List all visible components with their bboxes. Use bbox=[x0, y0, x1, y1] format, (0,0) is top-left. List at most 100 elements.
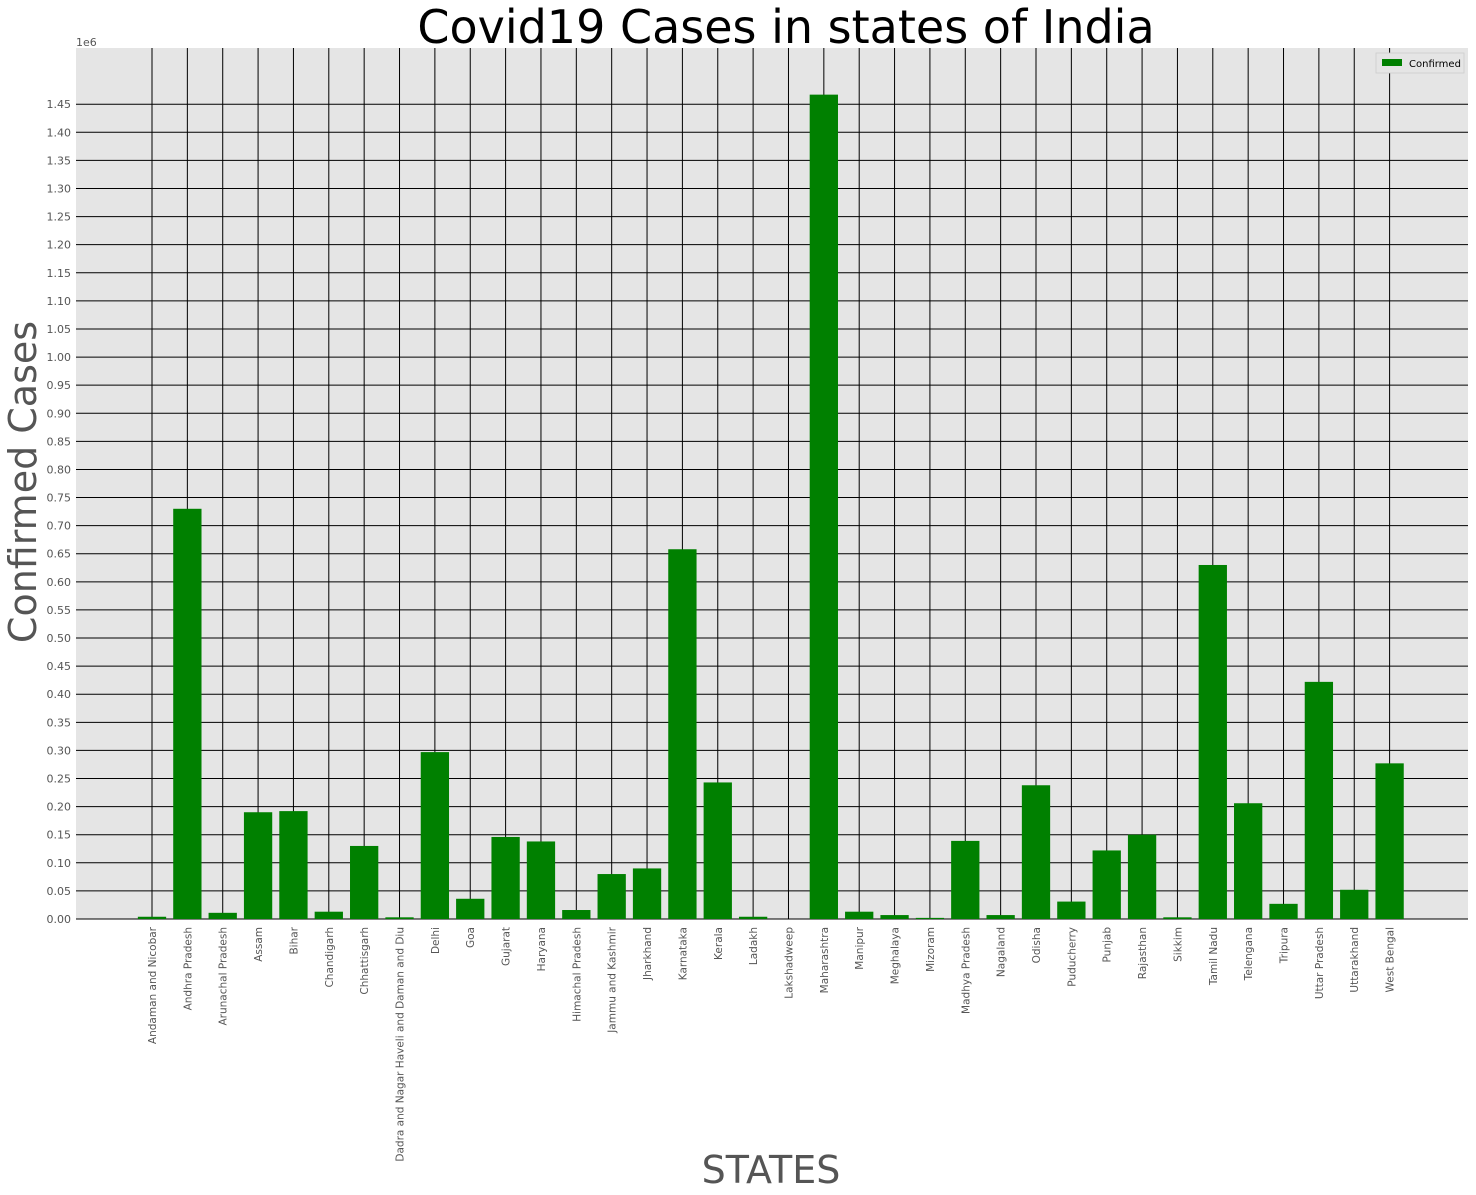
x-tick-label: Madhya Pradesh bbox=[960, 927, 972, 1014]
bar-maharashtra bbox=[809, 94, 838, 920]
y-tick-label: 0.80 bbox=[47, 463, 72, 476]
x-tick-label: Telengana bbox=[1243, 927, 1255, 981]
y-tick-label: 1.05 bbox=[47, 323, 72, 336]
x-tick-label: Manipur bbox=[854, 926, 866, 969]
y-tick-label: 1.15 bbox=[47, 267, 72, 280]
x-tick-label: Andhra Pradesh bbox=[182, 927, 194, 1010]
y-tick-label: 0.65 bbox=[47, 548, 72, 561]
x-tick-label: Andaman and Nicobar bbox=[147, 926, 159, 1044]
bar-tripura bbox=[1269, 903, 1298, 919]
y-tick-label: 1.10 bbox=[47, 295, 72, 308]
bar-bihar bbox=[279, 811, 308, 919]
bar-karnataka bbox=[668, 549, 697, 919]
bar-punjab bbox=[1092, 850, 1121, 919]
x-tick-label: Delhi bbox=[430, 927, 442, 954]
bar-uttar-pradesh bbox=[1304, 681, 1334, 919]
bar-andaman-and-nicobar bbox=[137, 916, 167, 919]
bar-haryana bbox=[526, 841, 556, 919]
y-gridlines bbox=[76, 103, 1468, 920]
x-tick-label: Puducherry bbox=[1066, 927, 1078, 987]
bar-gujarat bbox=[491, 836, 520, 919]
y-tick-label: 0.95 bbox=[47, 379, 72, 392]
y-tick-label: 0.25 bbox=[47, 773, 72, 786]
x-axis-label: STATES bbox=[702, 1148, 841, 1192]
y-tick-label: 0.35 bbox=[47, 716, 72, 729]
chart-title: Covid19 Cases in states of India bbox=[417, 0, 1154, 54]
x-tick-label: Tripura bbox=[1279, 927, 1291, 964]
y-tick-label: 1.30 bbox=[47, 182, 72, 195]
y-offset-text: 1e6 bbox=[76, 36, 97, 49]
x-tick-label: Haryana bbox=[536, 927, 548, 971]
y-tick-label: 0.75 bbox=[47, 492, 72, 505]
y-tick-label: 0.50 bbox=[47, 632, 72, 645]
bar-sikkim bbox=[1163, 917, 1192, 919]
y-axis-label: Confirmed Cases bbox=[1, 321, 45, 643]
y-tick-label: 1.00 bbox=[47, 351, 72, 364]
bar-telengana bbox=[1234, 803, 1263, 919]
bar-uttarakhand bbox=[1340, 889, 1369, 919]
y-tick-label: 1.25 bbox=[47, 211, 72, 224]
bar-nagaland bbox=[986, 915, 1015, 919]
y-tick-label: 0.30 bbox=[47, 744, 72, 757]
y-tick-labels: 0.00 0.05 0.10 0.15 0.20 0.25 0.30 0.35 0.40 0.45… bbox=[47, 98, 72, 926]
bar-west-bengal bbox=[1375, 763, 1404, 919]
x-tick-label: Nagaland bbox=[996, 927, 1008, 977]
legend-box bbox=[1375, 52, 1465, 74]
bar-ladakh bbox=[738, 916, 768, 919]
y-tick-label: 0.70 bbox=[47, 520, 72, 533]
y-tick-label: 0.40 bbox=[47, 688, 72, 701]
bar-himachal-pradesh bbox=[562, 910, 591, 919]
bar-andhra-pradesh bbox=[173, 508, 202, 919]
x-tick-label: Karnataka bbox=[677, 927, 689, 980]
x-tick-label: Odisha bbox=[1031, 927, 1043, 963]
bar-madhya-pradesh bbox=[951, 840, 980, 919]
x-tick-label: Chhattisgarh bbox=[359, 927, 371, 995]
bar-goa bbox=[456, 898, 485, 919]
bar-kerala bbox=[703, 782, 732, 919]
x-tick-label: Jammu and Kashmir bbox=[607, 926, 619, 1033]
x-tick-label: Sikkim bbox=[1172, 927, 1184, 962]
x-tick-label: West Bengal bbox=[1385, 927, 1397, 993]
y-tick-label: 0.20 bbox=[47, 801, 72, 814]
legend-label-confirmed: Confirmed bbox=[1409, 59, 1461, 70]
bar-puducherry bbox=[1057, 901, 1086, 919]
bars bbox=[137, 94, 1404, 920]
x-tick-label: Chandigarh bbox=[324, 927, 336, 988]
y-tick-label: 1.35 bbox=[47, 154, 72, 167]
x-tick-label: Himachal Pradesh bbox=[571, 927, 583, 1022]
y-tick-label: 1.40 bbox=[47, 126, 72, 139]
x-tick-label: Goa bbox=[465, 927, 477, 948]
plot-background bbox=[76, 48, 1468, 919]
bar-chandigarh bbox=[314, 911, 343, 919]
x-tick-label: Punjab bbox=[1102, 927, 1114, 963]
x-tick-label: Uttar Pradesh bbox=[1314, 927, 1326, 999]
x-tick-label: Tamil Nadu bbox=[1208, 927, 1220, 986]
x-tick-label: Gujarat bbox=[501, 927, 513, 966]
bar-rajasthan bbox=[1127, 834, 1157, 919]
y-tick-label: 0.90 bbox=[47, 407, 72, 420]
bar-dadra-and-nagar-haveli-and-daman-and-diu bbox=[385, 917, 414, 919]
x-tick-label: Bihar bbox=[288, 926, 300, 954]
bar-meghalaya bbox=[880, 915, 909, 919]
x-tick-label: Arunachal Pradesh bbox=[218, 927, 230, 1026]
y-tick-label: 0.85 bbox=[47, 435, 72, 448]
legend: Confirmed bbox=[1375, 52, 1465, 74]
y-tick-label: 0.55 bbox=[47, 604, 72, 617]
x-tick-label: Ladakh bbox=[748, 927, 760, 965]
y-tick-label: 0.05 bbox=[47, 885, 72, 898]
bar-manipur bbox=[845, 911, 874, 919]
x-tick-label: Kerala bbox=[713, 927, 725, 960]
y-tick-label: 0.15 bbox=[47, 829, 72, 842]
x-tick-label: Maharashtra bbox=[819, 927, 831, 993]
x-tick-label: Rajasthan bbox=[1137, 927, 1149, 979]
x-tick-label: Jharkhand bbox=[642, 927, 654, 981]
bar-jammu-and-kashmir bbox=[597, 874, 626, 919]
x-tick-label: Mizoram bbox=[925, 927, 937, 972]
y-tick-label: 0.45 bbox=[47, 660, 72, 673]
y-tick-label: 1.20 bbox=[47, 239, 72, 252]
x-tick-label: Assam bbox=[253, 927, 265, 962]
bar-assam bbox=[243, 812, 273, 919]
y-tick-label: 0.60 bbox=[47, 576, 72, 589]
bar-arunachal-pradesh bbox=[208, 912, 237, 919]
